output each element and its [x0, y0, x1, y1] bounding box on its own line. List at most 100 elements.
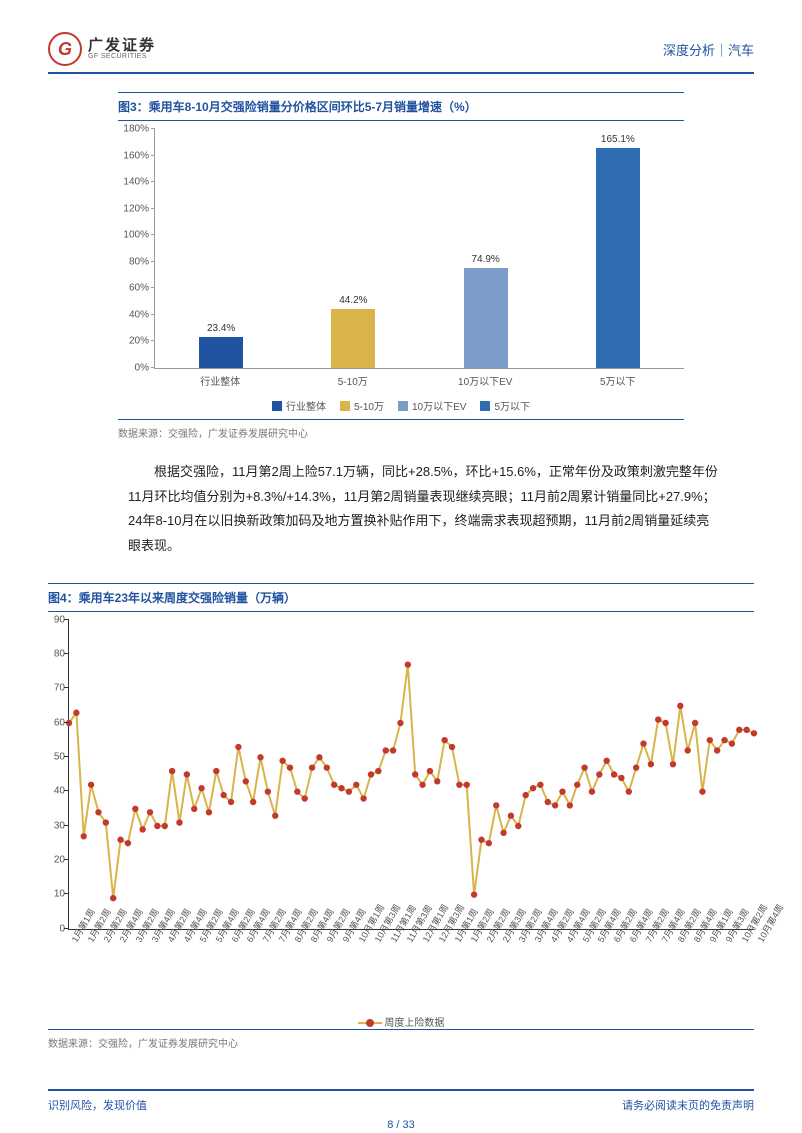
- fig4-marker: [279, 757, 285, 763]
- fig3-legend-item: 行业整体: [272, 398, 326, 413]
- fig4-marker: [611, 771, 617, 777]
- fig4-marker: [287, 764, 293, 770]
- fig3-source: 数据来源：交强险，广发证券发展研究中心: [118, 419, 684, 440]
- fig4-marker: [169, 768, 175, 774]
- fig4-ytick: 80: [45, 649, 65, 660]
- fig4-marker: [751, 730, 757, 736]
- fig4-marker: [184, 771, 190, 777]
- fig4-marker: [419, 781, 425, 787]
- fig4-marker: [360, 795, 366, 801]
- fig4-marker: [736, 726, 742, 732]
- fig4-marker: [338, 785, 344, 791]
- fig3-ytick: 140%: [119, 177, 149, 188]
- fig4-marker: [265, 788, 271, 794]
- fig4-marker: [743, 726, 749, 732]
- fig4-marker: [589, 788, 595, 794]
- fig4-marker: [648, 761, 654, 767]
- fig4-marker: [309, 764, 315, 770]
- fig4-ytick: 50: [45, 752, 65, 763]
- fig4-legend: 周度上险数据: [48, 1014, 754, 1029]
- fig3-chart: 0%20%40%60%80%100%120%140%160%180%23.4%4…: [118, 129, 684, 413]
- fig3-bar: 74.9%: [464, 268, 508, 368]
- fig4-marker: [486, 840, 492, 846]
- fig4-marker: [220, 792, 226, 798]
- fig4-title: 图4：乘用车23年以来周度交强险销量（万辆）: [48, 583, 754, 612]
- fig4-marker: [471, 891, 477, 897]
- logo: G 广发证券 GF SECURITIES: [48, 32, 156, 66]
- fig3-ytick: 80%: [119, 256, 149, 267]
- fig3-legend-item: 5-10万: [340, 398, 384, 413]
- fig4-marker: [125, 840, 131, 846]
- fig4-marker: [117, 836, 123, 842]
- fig4-ytick: 40: [45, 786, 65, 797]
- fig4-source: 数据来源：交强险，广发证券发展研究中心: [48, 1029, 754, 1050]
- fig4-marker: [464, 781, 470, 787]
- fig4-marker: [206, 809, 212, 815]
- fig4-marker: [559, 788, 565, 794]
- fig4-marker: [522, 792, 528, 798]
- fig4-marker: [383, 747, 389, 753]
- fig4-marker: [552, 802, 558, 808]
- footer-right: 请务必阅读末页的免责声明: [622, 1097, 754, 1113]
- fig4-marker: [405, 661, 411, 667]
- fig3-legend-item: 5万以下: [480, 398, 530, 413]
- fig4-marker: [581, 764, 587, 770]
- fig4-line: [69, 664, 754, 897]
- fig3-ytick: 20%: [119, 336, 149, 347]
- fig4-marker: [375, 768, 381, 774]
- fig4-marker: [176, 819, 182, 825]
- fig4-marker: [530, 785, 536, 791]
- fig4-marker: [324, 764, 330, 770]
- fig4-marker: [301, 795, 307, 801]
- fig4-ytick: 60: [45, 717, 65, 728]
- fig4-ytick: 90: [45, 614, 65, 625]
- fig4-marker: [478, 836, 484, 842]
- fig4-marker: [110, 895, 116, 901]
- fig4-marker: [456, 781, 462, 787]
- fig4-marker: [235, 744, 241, 750]
- fig4-marker: [95, 809, 101, 815]
- fig4-marker: [250, 799, 256, 805]
- fig3-ytick: 100%: [119, 230, 149, 241]
- fig4-marker: [397, 720, 403, 726]
- fig4-marker: [500, 829, 506, 835]
- fig4-marker: [368, 771, 374, 777]
- fig3-bar-label: 23.4%: [199, 323, 243, 334]
- fig4-marker: [147, 809, 153, 815]
- fig4-marker: [331, 781, 337, 787]
- fig4-marker: [640, 740, 646, 746]
- fig4-marker: [103, 819, 109, 825]
- logo-icon: G: [48, 32, 82, 66]
- fig4-marker: [272, 812, 278, 818]
- fig4-marker: [699, 788, 705, 794]
- fig4-marker: [603, 757, 609, 763]
- fig4-ytick: 10: [45, 889, 65, 900]
- header-category: 深度分析｜汽车: [663, 40, 754, 59]
- fig4-ytick: 30: [45, 820, 65, 831]
- fig4-marker: [596, 771, 602, 777]
- fig4-marker: [132, 805, 138, 811]
- fig4-marker: [427, 768, 433, 774]
- fig4-marker: [692, 720, 698, 726]
- fig4-marker: [294, 788, 300, 794]
- fig4-marker: [677, 702, 683, 708]
- fig4-marker: [449, 744, 455, 750]
- fig3-ytick: 0%: [119, 363, 149, 374]
- fig3-xcat: 10万以下EV: [419, 369, 552, 388]
- fig4-marker: [390, 747, 396, 753]
- fig3-ytick: 120%: [119, 203, 149, 214]
- fig4-marker: [353, 781, 359, 787]
- fig3-bar: 23.4%: [199, 337, 243, 368]
- fig3-xcat: 5万以下: [552, 369, 685, 388]
- fig3-xcat: 行业整体: [154, 369, 287, 388]
- body-paragraph: 根据交强险，11月第2周上险57.1万辆，同比+28.5%，环比+15.6%，正…: [128, 460, 718, 559]
- fig4-marker: [508, 812, 514, 818]
- fig3-title: 图3：乘用车8-10月交强险销量分价格区间环比5-7月销量增速（%）: [118, 92, 684, 121]
- fig3-ytick: 60%: [119, 283, 149, 294]
- fig4-marker: [139, 826, 145, 832]
- fig4-marker: [88, 781, 94, 787]
- fig4-marker: [316, 754, 322, 760]
- fig4-marker: [162, 823, 168, 829]
- fig4-marker: [434, 778, 440, 784]
- fig4-marker: [191, 805, 197, 811]
